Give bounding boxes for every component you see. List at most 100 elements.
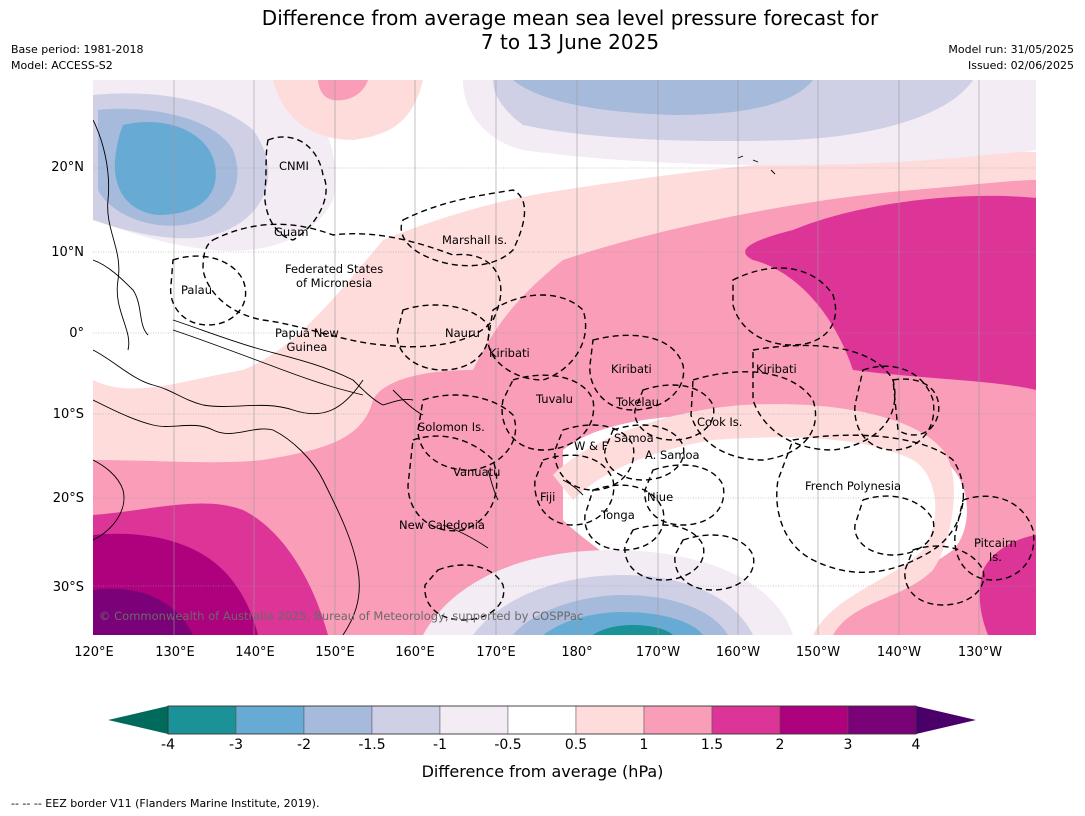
label-fsm-line1: Federated States <box>285 262 384 276</box>
label-png-line2: Guinea <box>286 340 328 354</box>
lon-label-140w: 140°W <box>876 645 922 660</box>
label-vanuatu: Vanuatu <box>453 465 501 479</box>
label-cnmi: CNMI <box>279 159 309 173</box>
eez-borders <box>169 136 1035 621</box>
label-cook-islands: Cook Is. <box>697 415 743 429</box>
model-run: Model run: 31/05/2025 <box>948 43 1074 56</box>
colorbar <box>108 705 976 735</box>
lat-label-10s: 10°S <box>52 407 84 422</box>
colorbar-extend-min <box>108 706 168 734</box>
label-marshall-islands: Marshall Is. <box>442 233 508 247</box>
lon-label-150e: 150°E <box>315 645 355 660</box>
contour-pos-n-2 <box>318 80 368 101</box>
label-fsm: Federated States of Micronesia <box>285 262 383 290</box>
colorbar-bin <box>167 705 237 735</box>
lon-label-160w: 160°W <box>715 645 761 660</box>
lat-label-10n: 10°N <box>51 245 84 260</box>
colorbar-bin <box>643 705 713 735</box>
label-fiji: Fiji <box>540 490 556 504</box>
label-guam: Guam <box>274 225 309 239</box>
colorbar-bin <box>371 705 441 735</box>
label-american-samoa: A. Samoa <box>645 448 700 462</box>
colorbar-frame <box>167 705 917 735</box>
colorbar-tick: -2 <box>297 737 311 753</box>
colorbar-extend-max <box>916 706 976 734</box>
base-period: Base period: 1981-2018 <box>11 43 144 56</box>
colorbar-bin <box>303 705 373 735</box>
contour-neg-nw-4 <box>114 121 216 215</box>
copyright-notice: © Commonwealth of Australia 2025, Bureau… <box>99 609 584 623</box>
label-kiribati-west: Kiribati <box>489 346 530 360</box>
colorbar-bin <box>507 705 577 735</box>
lon-label-130w: 130°W <box>957 645 1003 660</box>
map-title: Difference from average mean sea level p… <box>0 6 1085 54</box>
colorbar-label: Difference from average (hPa) <box>421 762 664 781</box>
colorbar-tick: 4 <box>911 737 921 753</box>
eez-footnote: -- -- -- EEZ border V11 (Flanders Marine… <box>11 797 320 810</box>
label-kiribati-east: Kiribati <box>756 362 797 376</box>
lon-label-160e: 160°E <box>395 645 435 660</box>
contour-3-4-sw <box>93 588 193 635</box>
lat-label-20n: 20°N <box>51 160 84 175</box>
lon-label-120e: 120°E <box>74 645 114 660</box>
label-solomon-islands: Solomon Is. <box>418 420 485 434</box>
contour-1p5-2-se <box>979 535 1036 635</box>
lon-label-180: 180° <box>561 645 593 660</box>
contour-pos-n-1 <box>273 80 423 140</box>
label-fsm-line2: of Micronesia <box>295 276 373 290</box>
label-samoa: Samoa <box>614 431 654 445</box>
lat-label-30s: 30°S <box>52 580 84 595</box>
colorbar-bin <box>711 705 781 735</box>
colorbar-bin <box>235 705 305 735</box>
label-tokelau: Tokelau <box>616 395 659 409</box>
colorbar-bin <box>847 705 917 735</box>
colorbar-tick: -1.5 <box>358 737 386 753</box>
colorbar-tick: 0.5 <box>564 737 588 753</box>
map-canvas <box>93 80 1036 635</box>
label-pitcairn-line1: Pitcairn <box>974 536 1017 550</box>
colorbar-bin <box>575 705 645 735</box>
meta-left: Base period: 1981-2018 Model: ACCESS-S2 <box>11 42 143 74</box>
lon-label-140e: 140°E <box>235 645 275 660</box>
lat-label-20s: 20°S <box>52 491 84 506</box>
lat-label-0: 0° <box>69 326 84 341</box>
lon-label-170e: 170°E <box>476 645 516 660</box>
label-niue: Niue <box>647 490 674 504</box>
colorbar-tick: 1.5 <box>700 737 724 753</box>
label-french-polynesia: French Polynesia <box>805 479 902 493</box>
lon-label-150w: 150°W <box>795 645 841 660</box>
model-name: Model: ACCESS-S2 <box>11 59 113 72</box>
graticule <box>93 80 1036 635</box>
pressure-anomaly-map: CNMI Guam Marshall Is. Federated States … <box>93 80 1036 635</box>
lon-label-130e: 130°E <box>155 645 195 660</box>
label-kiribati-central: Kiribati <box>611 362 652 376</box>
colorbar-tick: 3 <box>843 737 853 753</box>
label-png: Papua New Guinea <box>275 326 339 354</box>
colorbar-tick: 2 <box>775 737 785 753</box>
colorbar-bin <box>439 705 509 735</box>
label-png-line1: Papua New <box>275 326 339 340</box>
meta-right: Model run: 31/05/2025 Issued: 02/06/2025 <box>948 42 1074 74</box>
label-new-caledonia: New Caledonia <box>399 518 485 532</box>
title-line-1: Difference from average mean sea level p… <box>261 6 879 30</box>
contour-neg-s-5 <box>593 625 673 635</box>
colorbar-bins <box>167 705 917 735</box>
coastlines <box>93 119 776 635</box>
label-pitcairn-line2: Is. <box>988 550 1002 564</box>
label-tuvalu: Tuvalu <box>536 392 573 406</box>
colorbar-tick: -4 <box>161 737 175 753</box>
label-tonga: Tonga <box>601 508 635 522</box>
colorbar-tick: 1 <box>639 737 649 753</box>
label-wallis-futuna: W & F <box>574 439 609 453</box>
label-palau: Palau <box>181 283 212 297</box>
colorbar-tick: -0.5 <box>494 737 522 753</box>
contour-neg-s-4 <box>543 612 703 635</box>
label-pitcairn: Pitcairn Is. <box>974 536 1017 564</box>
colorbar-tick: -1 <box>433 737 447 753</box>
colorbar-bin <box>779 705 849 735</box>
issued-date: Issued: 02/06/2025 <box>967 59 1074 72</box>
colorbar-tick: -3 <box>229 737 243 753</box>
lon-label-170w: 170°W <box>635 645 681 660</box>
title-line-2: 7 to 13 June 2025 <box>480 30 660 54</box>
label-nauru: Nauru <box>445 326 480 340</box>
